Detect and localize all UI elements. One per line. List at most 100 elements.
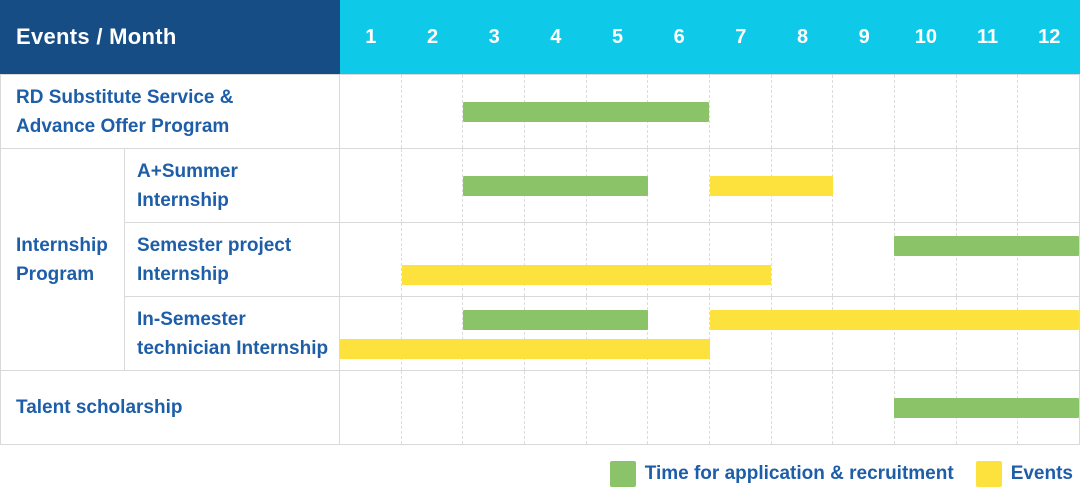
month-gridline-cell: [955, 297, 1018, 370]
table-row: A+Summer Internship: [125, 149, 1079, 222]
table-row: Semester project Internship: [125, 222, 1079, 296]
month-gridline-cell: [1017, 75, 1079, 148]
month-gridline-cell: [894, 75, 956, 148]
month-gridline-cell: [709, 75, 771, 148]
gantt-bar-events: [401, 265, 772, 285]
month-header-row: 1 2 3 4 5 6 7 8 9 10 11 12: [340, 0, 1080, 74]
month-gridline-cell: [955, 149, 1018, 222]
month-gridline-cell: [832, 297, 894, 370]
month-gridline-cell: [832, 223, 894, 296]
month-gridline-cell: [462, 149, 524, 222]
table-row: Talent scholarship: [1, 371, 1079, 444]
month-header-cell: 1: [365, 25, 377, 48]
group-label: Internship Program: [1, 149, 125, 370]
gantt-schedule-table: Events / Month 1 2 3 4 5 6 7 8 9 10 11 12 RD Substi…: [0, 0, 1080, 445]
label-line: A+Summer: [137, 160, 238, 182]
month-gridline-cell: [770, 297, 833, 370]
month-header-cell: 5: [611, 25, 624, 48]
label-line: Internship: [16, 234, 108, 256]
month-gridline-cell: [400, 297, 463, 370]
month-gridline-cell: [400, 75, 463, 148]
gantt-bar-events: [709, 310, 1079, 330]
legend-swatch-application: [609, 461, 636, 487]
table-section-group: Internship Program A+Summer Internship Semes…: [1, 149, 1079, 371]
gantt-bar-application: [463, 101, 710, 122]
month-header-cell: 11: [976, 25, 999, 48]
table-section: Talent scholarship: [1, 371, 1079, 444]
gantt-bar-events: [340, 339, 710, 359]
label-line: Talent scholarship: [16, 397, 183, 418]
month-gridline-cell: [462, 297, 524, 370]
label-line: Semester project: [137, 234, 292, 256]
legend-item-application: Time for application & recruitment: [609, 461, 954, 487]
legend-swatch-events: [975, 461, 1002, 487]
gantt-bar-application: [463, 310, 648, 330]
label-line: Advance Offer Program: [16, 115, 230, 137]
month-gridline-cell: [585, 223, 648, 296]
table-body: RD Substitute Service & Advance Offer Pro…: [0, 74, 1080, 445]
month-gridline-cell: [340, 223, 401, 296]
month-header-cell: 3: [488, 25, 500, 48]
month-gridline-cell: [894, 297, 956, 370]
month-gridline-cell: [647, 149, 709, 222]
month-gridline-cell: [524, 371, 586, 444]
month-gridline-cell: [400, 149, 463, 222]
legend-label: Events: [1010, 463, 1073, 484]
row-label: Semester project Internship: [125, 223, 340, 296]
row-chart-area: [340, 75, 1079, 148]
row-label: RD Substitute Service & Advance Offer Pro…: [1, 75, 340, 148]
month-gridline-cell: [1017, 297, 1079, 370]
month-gridline-cell: [832, 371, 894, 444]
month-gridline-cell: [709, 223, 771, 296]
month-gridline-cell: [340, 75, 401, 148]
legend-label: Time for application & recruitment: [644, 463, 954, 484]
row-chart-area: [340, 223, 1079, 296]
row-label: A+Summer Internship: [125, 149, 340, 222]
month-header-cell: 10: [914, 25, 937, 48]
row-label: Talent scholarship: [1, 371, 340, 444]
month-gridline-cell: [340, 297, 401, 370]
label-line: Program: [16, 263, 95, 285]
month-gridline-cell: [462, 75, 524, 148]
month-gridline-cell: [832, 75, 894, 148]
table-section: RD Substitute Service & Advance Offer Pro…: [1, 75, 1079, 149]
row-chart-area: [340, 149, 1079, 222]
label-line: RD Substitute Service &: [16, 86, 234, 108]
table-header-row: Events / Month 1 2 3 4 5 6 7 8 9 10 11 12: [0, 0, 1080, 74]
month-gridline-cell: [340, 149, 401, 222]
month-gridline-cell: [1017, 149, 1079, 222]
month-header-cell: 4: [550, 25, 562, 48]
legend-item-events: Events: [975, 461, 1073, 487]
label-line: Internship: [137, 189, 229, 211]
month-header-cell: 7: [735, 25, 747, 48]
label-line: In-Semester: [137, 308, 246, 330]
month-gridline-cell: [1017, 223, 1079, 296]
table-row: RD Substitute Service & Advance Offer Pro…: [1, 75, 1079, 148]
month-gridline-cell: [400, 371, 463, 444]
gantt-bar-application: [463, 175, 648, 196]
month-gridline-cell: [955, 223, 1018, 296]
month-gridline-cell: [894, 149, 956, 222]
month-gridline-cell: [524, 223, 586, 296]
gantt-bar-application: [894, 397, 1079, 418]
month-gridline-cell: [585, 297, 648, 370]
month-gridline-cell: [955, 75, 1018, 148]
month-gridline-cell: [770, 223, 833, 296]
month-gridline-cell: [709, 371, 771, 444]
month-gridline-cell: [709, 297, 771, 370]
month-gridline-cell: [524, 297, 586, 370]
month-gridline-cell: [340, 371, 401, 444]
month-gridline-cell: [647, 223, 709, 296]
month-gridline-cell: [400, 223, 463, 296]
month-gridline-cell: [894, 223, 956, 296]
month-header-cell: 8: [796, 25, 809, 48]
month-gridline-cell: [462, 371, 524, 444]
group-rows: A+Summer Internship Semester project Intern…: [125, 149, 1079, 370]
month-header-cell: 6: [673, 25, 685, 48]
corner-header: Events / Month: [0, 0, 340, 74]
month-gridline-cell: [462, 223, 524, 296]
month-header-cell: 2: [426, 25, 439, 48]
table-row: In-Semester technician Internship: [125, 296, 1079, 370]
month-gridline-cell: [647, 371, 709, 444]
label-line: technician Internship: [137, 337, 329, 359]
